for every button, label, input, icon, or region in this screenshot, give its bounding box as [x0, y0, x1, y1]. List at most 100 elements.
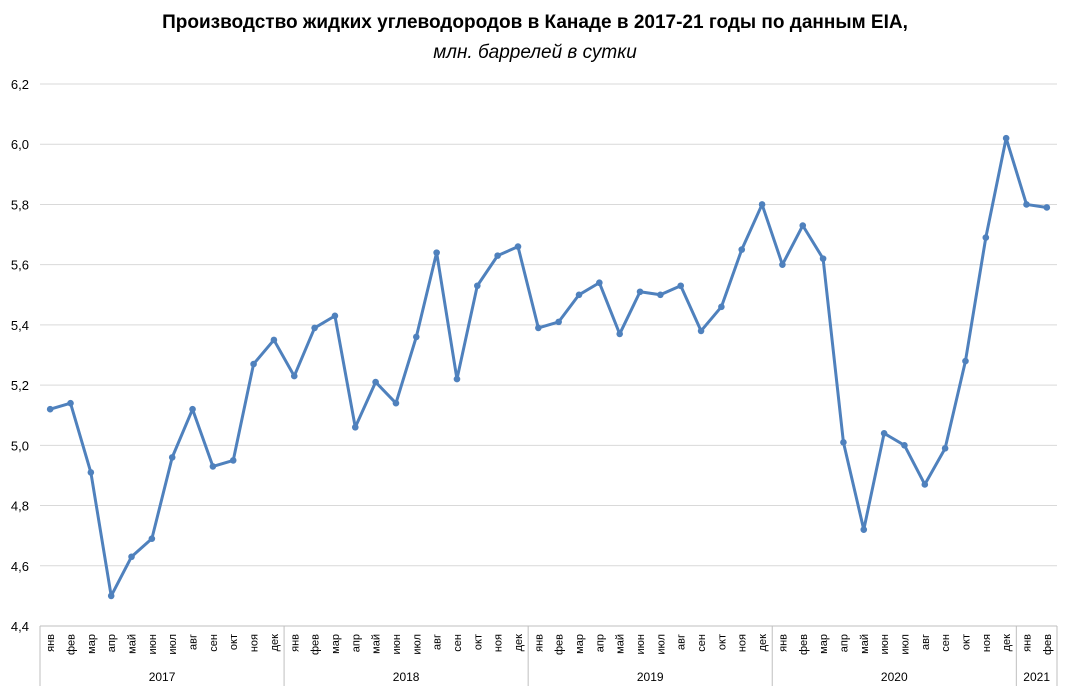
x-tick-label: дек: [513, 634, 525, 652]
y-tick-label: 5,2: [11, 378, 29, 393]
y-tick-label: 4,8: [11, 499, 29, 514]
x-tick-label: ноя: [737, 634, 749, 652]
year-label: 2017: [149, 670, 176, 684]
x-tick-label: окт: [472, 634, 484, 650]
x-tick-label: июн: [391, 634, 403, 654]
x-tick-label: авг: [676, 634, 688, 650]
data-point: [880, 429, 888, 437]
x-tick-label: фев: [1042, 634, 1054, 655]
data-point: [758, 201, 766, 208]
y-tick-label: 6,2: [11, 77, 29, 92]
data-point: [941, 445, 949, 452]
year-label: 2021: [1023, 670, 1050, 684]
x-tick-label: май: [859, 634, 871, 654]
x-tick-label: окт: [228, 634, 240, 650]
data-point: [474, 282, 481, 290]
year-label: 2018: [393, 670, 420, 684]
x-tick-label: янв: [289, 634, 301, 652]
chart-title: Производство жидких углеводородов в Кана…: [162, 12, 908, 33]
x-tick-label: апр: [350, 634, 362, 652]
data-point: [433, 249, 440, 256]
x-tick-label: сен: [940, 634, 952, 652]
data-point: [718, 303, 725, 311]
data-point: [189, 405, 196, 413]
data-point: [657, 291, 664, 299]
y-tick-label: 5,8: [11, 197, 29, 212]
x-tick-label: мар: [574, 634, 586, 654]
y-tick-label: 5,0: [11, 438, 29, 453]
x-tick-label: сен: [452, 634, 464, 652]
x-tick-label: фев: [798, 634, 810, 655]
data-point: [331, 312, 339, 320]
x-tick-label: май: [615, 634, 627, 654]
data-point: [779, 261, 786, 268]
data-point: [453, 375, 461, 383]
data-point: [209, 463, 217, 470]
x-tick-label: июн: [635, 634, 647, 654]
x-tick-label: июл: [167, 634, 179, 655]
data-point: [596, 279, 603, 287]
data-point: [616, 330, 623, 338]
data-point: [738, 246, 746, 253]
data-point: [962, 357, 969, 365]
x-tick-label: мар: [330, 634, 342, 654]
data-point: [148, 535, 156, 542]
data-point: [575, 291, 583, 299]
x-tick-label: мар: [86, 634, 98, 654]
data-point: [636, 288, 644, 296]
x-tick-label: ноя: [493, 634, 505, 652]
y-tick-label: 5,6: [11, 258, 29, 273]
x-tick-label: июл: [655, 634, 667, 655]
x-tick-label: ноя: [249, 634, 261, 652]
x-tick-label: дек: [757, 634, 769, 652]
x-tick-label: май: [127, 634, 139, 654]
data-point: [697, 327, 705, 335]
year-label: 2020: [881, 670, 908, 684]
data-point: [250, 360, 257, 368]
data-point: [87, 469, 95, 476]
x-tick-label: апр: [106, 634, 118, 652]
data-point: [555, 318, 562, 326]
x-tick-label: фев: [554, 634, 566, 655]
x-tick-label: авг: [920, 634, 932, 650]
data-point: [168, 454, 176, 461]
data-point: [982, 234, 990, 241]
data-point: [1043, 204, 1051, 211]
x-tick-label: июн: [147, 634, 159, 654]
year-label: 2019: [637, 670, 664, 684]
y-tick-label: 6,0: [11, 137, 29, 152]
x-tick-label: окт: [960, 634, 972, 650]
x-tick-label: авг: [432, 634, 444, 650]
data-point: [514, 243, 522, 250]
data-point: [270, 336, 278, 344]
data-point: [67, 399, 74, 407]
chart-subtitle: млн. баррелей в сутки: [433, 42, 637, 63]
x-tick-label: фев: [66, 634, 78, 655]
x-tick-label: янв: [777, 634, 789, 652]
y-tick-label: 5,4: [11, 318, 29, 333]
x-tick-label: апр: [838, 634, 850, 652]
x-tick-label: янв: [45, 634, 57, 652]
x-tick-label: апр: [594, 634, 606, 652]
x-tick-label: мар: [818, 634, 830, 654]
data-point: [921, 481, 929, 488]
x-tick-label: фев: [310, 634, 322, 655]
data-point: [372, 378, 379, 386]
data-point: [290, 372, 298, 380]
data-point: [1023, 201, 1030, 208]
x-tick-label: янв: [1021, 634, 1033, 652]
data-point: [860, 526, 868, 533]
data-point: [799, 222, 807, 229]
data-point: [412, 333, 420, 341]
data-point: [229, 457, 237, 464]
x-tick-label: ноя: [981, 634, 993, 652]
x-tick-label: дек: [1001, 634, 1013, 652]
y-tick-label: 4,4: [11, 619, 29, 634]
x-tick-label: авг: [188, 634, 200, 650]
data-point: [901, 442, 908, 449]
data-point: [311, 324, 318, 332]
data-point: [1002, 134, 1010, 142]
x-tick-label: июл: [899, 634, 911, 655]
data-point: [392, 399, 400, 407]
